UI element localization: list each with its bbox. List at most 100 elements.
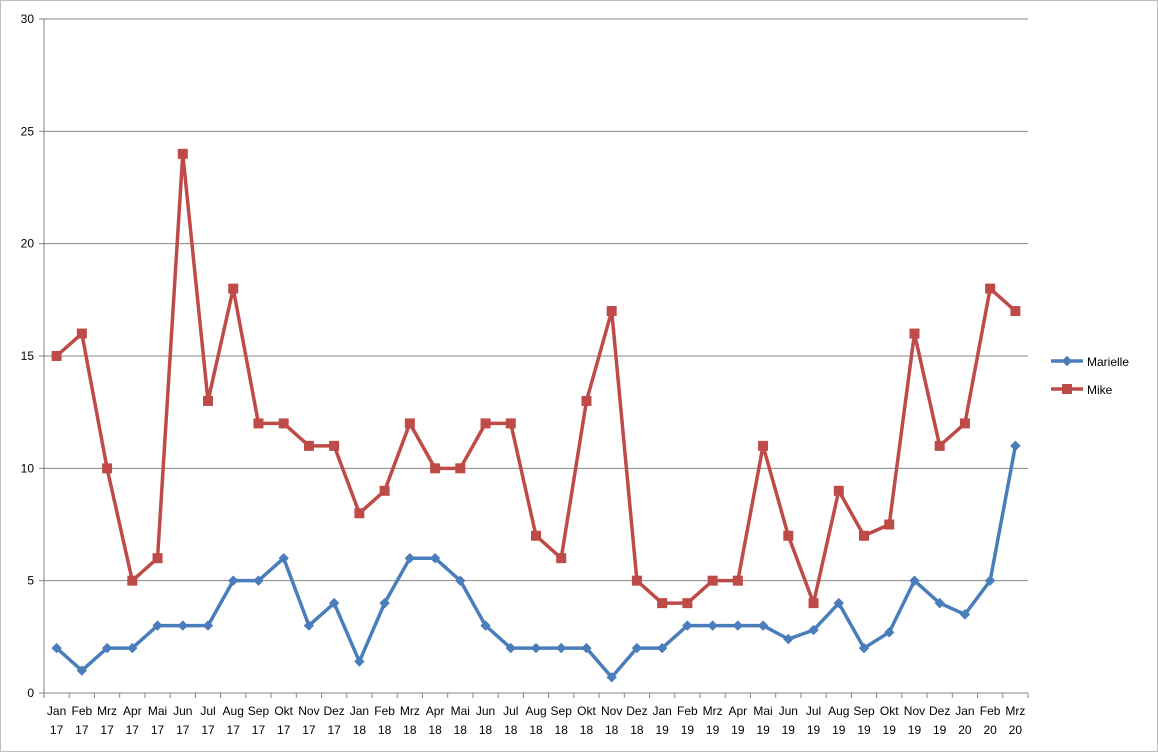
square-marker <box>859 530 869 541</box>
x-tick-label-month: Nov <box>298 704 319 718</box>
square-marker <box>177 148 188 159</box>
diamond-marker <box>480 620 491 631</box>
square-marker <box>203 395 213 406</box>
x-tick-label-month: Jul <box>200 704 215 718</box>
series-marielle <box>51 440 1021 683</box>
x-tick-label-month: Mrz <box>400 704 420 718</box>
diamond-marker <box>858 642 870 654</box>
square-marker <box>985 283 996 294</box>
x-tick-label-month: Jan <box>652 704 671 718</box>
square-marker <box>455 463 466 474</box>
y-tick-label: 15 <box>21 349 35 363</box>
x-tick-label-year: 19 <box>782 723 796 737</box>
diamond-marker <box>757 620 769 631</box>
x-tick-label-year: 19 <box>731 723 745 737</box>
x-tick-label-month: Dez <box>626 704 647 718</box>
x-tick-label-year: 17 <box>252 723 266 737</box>
x-tick-label-month: Jun <box>476 704 495 718</box>
x-tick-label-month: Nov <box>601 704 622 718</box>
y-tick-label: 10 <box>21 461 35 475</box>
x-tick-label-year: 18 <box>378 723 392 737</box>
x-tick-label-month: Aug <box>525 704 546 718</box>
square-marker <box>682 598 693 609</box>
x-tick-label-month: Okt <box>274 704 293 718</box>
square-marker <box>76 328 87 339</box>
x-tick-label-year: 20 <box>983 723 997 737</box>
x-tick-label-month: Aug <box>223 704 244 718</box>
x-tick-label-month: Sep <box>551 704 573 718</box>
square-marker <box>707 575 718 586</box>
x-tick-label-year: 17 <box>151 723 165 737</box>
diamond-marker <box>909 575 920 586</box>
square-marker <box>1010 306 1021 317</box>
series-line <box>55 445 1018 680</box>
x-tick-label-year: 18 <box>605 723 619 737</box>
square-marker <box>909 328 920 339</box>
y-tick-label: 30 <box>21 12 35 26</box>
x-tick-label-month: Sep <box>853 704 875 718</box>
x-tick-label-month: Jun <box>779 704 798 718</box>
x-tick-label-year: 17 <box>100 723 114 737</box>
y-tick-label: 5 <box>27 574 34 588</box>
x-tick-label-month: Jun <box>173 704 192 718</box>
x-tick-label-month: Jan <box>955 704 974 718</box>
x-tick-label-year: 17 <box>277 723 291 737</box>
legend-item-marielle: Marielle <box>1051 355 1129 369</box>
x-tick-label-month: Apr <box>729 704 748 718</box>
diamond-marker <box>884 627 895 638</box>
square-marker <box>505 418 516 429</box>
diamond-marker <box>530 642 542 654</box>
x-tick-label-year: 18 <box>630 723 644 737</box>
x-tick-label-year: 18 <box>580 723 594 737</box>
diamond-marker <box>101 642 113 654</box>
diamond-marker <box>808 624 819 636</box>
square-marker <box>657 598 668 609</box>
x-tick-label-year: 18 <box>454 723 468 737</box>
x-tick-label-month: Sep <box>248 704 270 718</box>
diamond-marker <box>1010 440 1021 452</box>
square-marker <box>152 553 163 564</box>
x-tick-label-year: 19 <box>908 723 922 737</box>
square-marker <box>758 440 769 451</box>
diamond-marker <box>707 620 718 631</box>
diamond-marker <box>505 642 516 654</box>
x-tick-label-month: Feb <box>980 704 1001 718</box>
x-tick-label-year: 17 <box>176 723 190 737</box>
square-marker <box>934 440 945 451</box>
square-marker <box>1062 384 1072 394</box>
legend-label: Mike <box>1087 383 1113 397</box>
diamond-marker <box>656 642 668 654</box>
square-marker <box>833 485 844 496</box>
diamond-marker <box>354 656 365 667</box>
series-group <box>51 148 1021 683</box>
diamond-marker <box>429 553 441 564</box>
square-marker <box>228 283 239 294</box>
diamond-marker <box>177 620 188 631</box>
diamond-marker <box>228 575 239 586</box>
x-tick-label-year: 17 <box>50 723 64 737</box>
diamond-marker <box>253 575 264 586</box>
x-tick-label-month: Feb <box>677 704 698 718</box>
y-tick-label: 25 <box>21 124 35 138</box>
square-marker <box>102 463 113 474</box>
x-tick-label-month: Okt <box>577 704 596 718</box>
diamond-marker <box>556 642 567 654</box>
diamond-marker <box>303 620 315 631</box>
square-marker <box>531 530 541 541</box>
x-tick-label-year: 19 <box>857 723 871 737</box>
diamond-marker <box>984 575 996 586</box>
x-tick-label-year: 18 <box>353 723 367 737</box>
legend-item-mike: Mike <box>1051 383 1113 397</box>
x-tick-label-month: Feb <box>72 704 93 718</box>
x-tick-label-year: 20 <box>1009 723 1023 737</box>
diamond-marker <box>581 642 592 654</box>
square-marker <box>480 418 491 429</box>
diamond-marker <box>732 620 744 631</box>
x-tick-label-month: Mai <box>753 704 772 718</box>
square-marker <box>379 485 390 496</box>
gridlines <box>44 18 1028 582</box>
square-marker <box>278 418 289 429</box>
x-tick-label-year: 17 <box>227 723 241 737</box>
square-marker <box>303 440 314 451</box>
